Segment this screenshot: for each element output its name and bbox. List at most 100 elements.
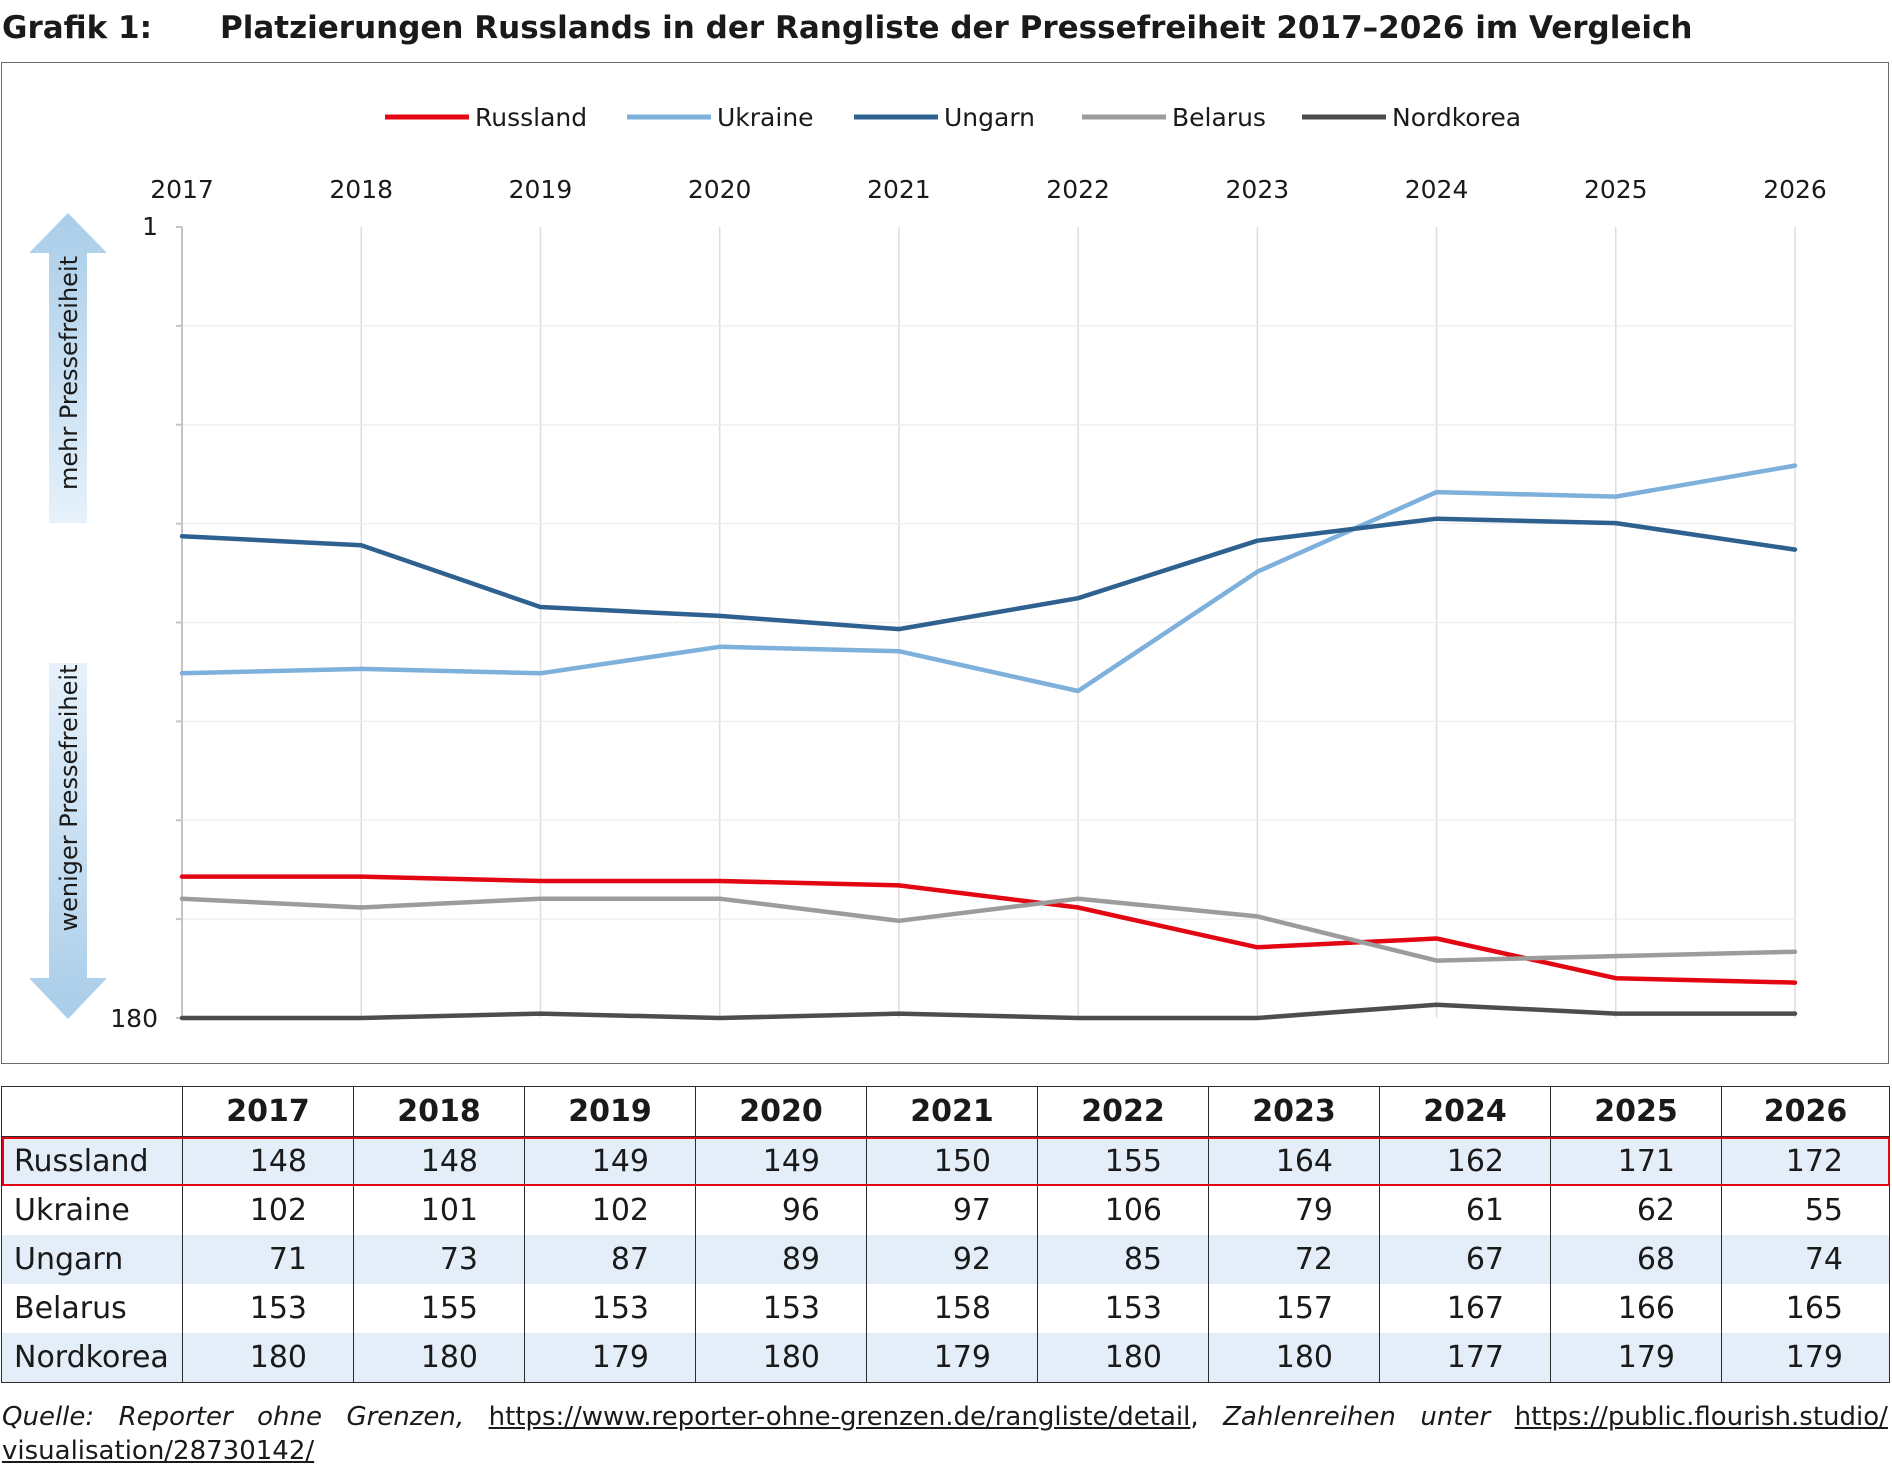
table-value-cell: 106: [1037, 1186, 1209, 1235]
table-value-cell: 180: [182, 1333, 354, 1383]
table-value-cell: 102: [524, 1186, 696, 1235]
source-link-2[interactable]: https://public.flourish.studio/: [1514, 1402, 1888, 1432]
table-value-cell: 79: [1208, 1186, 1380, 1235]
series-line-nordkorea: [179, 1002, 1798, 1021]
table-value-cell: 74: [1804, 1242, 1843, 1277]
table-value-cell: 72: [1208, 1235, 1380, 1284]
source-link-2-cont[interactable]: visualisation/28730142/: [2, 1436, 315, 1466]
table-value-cell: 153: [695, 1284, 867, 1333]
table-value-cell: 61: [1379, 1186, 1551, 1235]
source-url-1-wrap: https://www.reporter-ohne-grenzen.de/ran…: [489, 1400, 1199, 1434]
table-value-cell: 171: [1550, 1136, 1722, 1186]
table-year-header: 2022: [1037, 1086, 1209, 1137]
y-axis: 1 180: [110, 212, 183, 1033]
table-row: Nordkorea 180 180 179 180 179 180 180 177 179 179: [1, 1333, 1890, 1383]
table-value-cell: 179: [524, 1333, 696, 1383]
data-table: 2017 2018 2019 2020 2021 2022 2023 2024 2025 2026…: [1, 1086, 1890, 1383]
legend: Russland Ukraine Ungarn Belarus Nordkorea: [385, 103, 1521, 132]
table-value-cell: 155: [1037, 1136, 1209, 1186]
table-value-cell: 55: [1804, 1193, 1843, 1228]
table-value-cell: 157: [1208, 1284, 1380, 1333]
x-tick-label: 2022: [1046, 175, 1110, 204]
table-corner-cell: [1, 1086, 183, 1137]
y-tick-label-top: 1: [142, 212, 158, 241]
arrow-down-icon: [29, 663, 107, 1019]
table-value-cell: 150: [866, 1136, 1038, 1186]
table-country-cell: Nordkorea: [1, 1333, 183, 1383]
table-value-cell: 180: [1208, 1333, 1380, 1383]
table-value-cell: 165: [1785, 1291, 1843, 1326]
table-year-header: 2018: [353, 1086, 525, 1137]
table-value-cell: 62: [1550, 1186, 1722, 1235]
legend-label: Russland: [475, 103, 587, 132]
table-value-cell: 180: [1037, 1333, 1209, 1383]
chart-title: Platzierungen Russlands in der Rangliste…: [220, 10, 1693, 46]
table-header-row: 2017 2018 2019 2020 2021 2022 2023 2024 2025 2026: [1, 1086, 1890, 1137]
source-comma: ,: [1190, 1402, 1199, 1432]
table-value-cell: 71: [182, 1235, 354, 1284]
table-value-cell: 67: [1379, 1235, 1551, 1284]
legend-label: Ungarn: [944, 103, 1035, 132]
x-tick-label: 2026: [1763, 175, 1827, 204]
x-tick-label: 2023: [1226, 175, 1290, 204]
table-country-cell: Ukraine: [1, 1186, 183, 1235]
table-value-cell: 102: [182, 1186, 354, 1235]
series-line-belarus: [179, 896, 1798, 963]
table-value-cell: 149: [695, 1136, 867, 1186]
table-year-header: 2025: [1550, 1086, 1722, 1137]
table-year-header: 2020: [695, 1086, 867, 1137]
table-row: Ukraine 102 101 102 96 97 106 79 61 62 55: [1, 1186, 1890, 1235]
x-tick-label: 2020: [688, 175, 752, 204]
table-value-cell: 73: [353, 1235, 525, 1284]
legend-label: Nordkorea: [1392, 103, 1521, 132]
title-row: Grafik 1: Platzierungen Russlands in der…: [0, 6, 1892, 56]
table-row: Ungarn 71 73 87 89 92 85 72 67 68 74: [1, 1235, 1890, 1284]
line-chart: 1 180 mehr Pressefreiheit weniger Pressef…: [29, 103, 1827, 1033]
table-value-cell: 68: [1550, 1235, 1722, 1284]
table-value-cell: 172: [1785, 1144, 1843, 1179]
table-value-cell: 164: [1208, 1136, 1380, 1186]
table-value-cell: 155: [353, 1284, 525, 1333]
table-value-cell: 177: [1379, 1333, 1551, 1383]
x-tick-label: 2018: [329, 175, 393, 204]
table-year-header: 2019: [524, 1086, 696, 1137]
direction-arrows: mehr Pressefreiheit weniger Pressefreihe…: [29, 213, 107, 1019]
source-link-1[interactable]: https://www.reporter-ohne-grenzen.de/ran…: [488, 1402, 1191, 1432]
table-row: Belarus 153 155 153 153 158 153 157 167 166 165: [1, 1284, 1890, 1333]
arrow-down-label: weniger Pressefreiheit: [55, 665, 83, 932]
table-value-cell: 179: [1550, 1333, 1722, 1383]
table-value-cell: 166: [1550, 1284, 1722, 1333]
x-axis-labels: 2017 2018 2019 2020 2021 2022 2023 2024 2025 2026: [150, 175, 1827, 204]
table-value-cell: 97: [866, 1186, 1038, 1235]
table-value-cell: 85: [1037, 1235, 1209, 1284]
x-tick-label: 2025: [1584, 175, 1648, 204]
table-value-cell: 179: [1785, 1340, 1843, 1375]
table-row: Russland 148 148 149 149 150 155 164 162 171 172: [1, 1136, 1890, 1186]
x-tick-label: 2017: [150, 175, 214, 204]
series-lines: [179, 463, 1798, 1021]
table-year-header: 2023: [1208, 1086, 1380, 1137]
arrow-up-icon: [29, 213, 107, 523]
series-line-russland: [179, 874, 1798, 985]
x-tick-label: 2024: [1405, 175, 1469, 204]
table-value-cell: 101: [353, 1186, 525, 1235]
table-value-cell: 180: [353, 1333, 525, 1383]
table-year-header: 2026: [1721, 1086, 1890, 1137]
table-value-cell: 149: [524, 1136, 696, 1186]
table-value-cell: 87: [524, 1235, 696, 1284]
table-value-cell: 179: [866, 1333, 1038, 1383]
legend-label: Ukraine: [717, 103, 814, 132]
table-country-cell: Belarus: [1, 1284, 183, 1333]
table-value-cell: 89: [695, 1235, 867, 1284]
table-value-cell: 162: [1379, 1136, 1551, 1186]
table-value-cell: 180: [695, 1333, 867, 1383]
table-value-cell: 148: [182, 1136, 354, 1186]
source-label: Quelle:: [2, 1402, 95, 1432]
arrow-up-label: mehr Pressefreiheit: [55, 256, 83, 490]
table-value-cell: 148: [353, 1136, 525, 1186]
table-value-cell: 92: [866, 1235, 1038, 1284]
table-value-cell: 167: [1379, 1284, 1551, 1333]
table-value-cell: 153: [182, 1284, 354, 1333]
x-tick-label: 2021: [867, 175, 931, 204]
source-org-word1: Reporter: [118, 1402, 233, 1432]
